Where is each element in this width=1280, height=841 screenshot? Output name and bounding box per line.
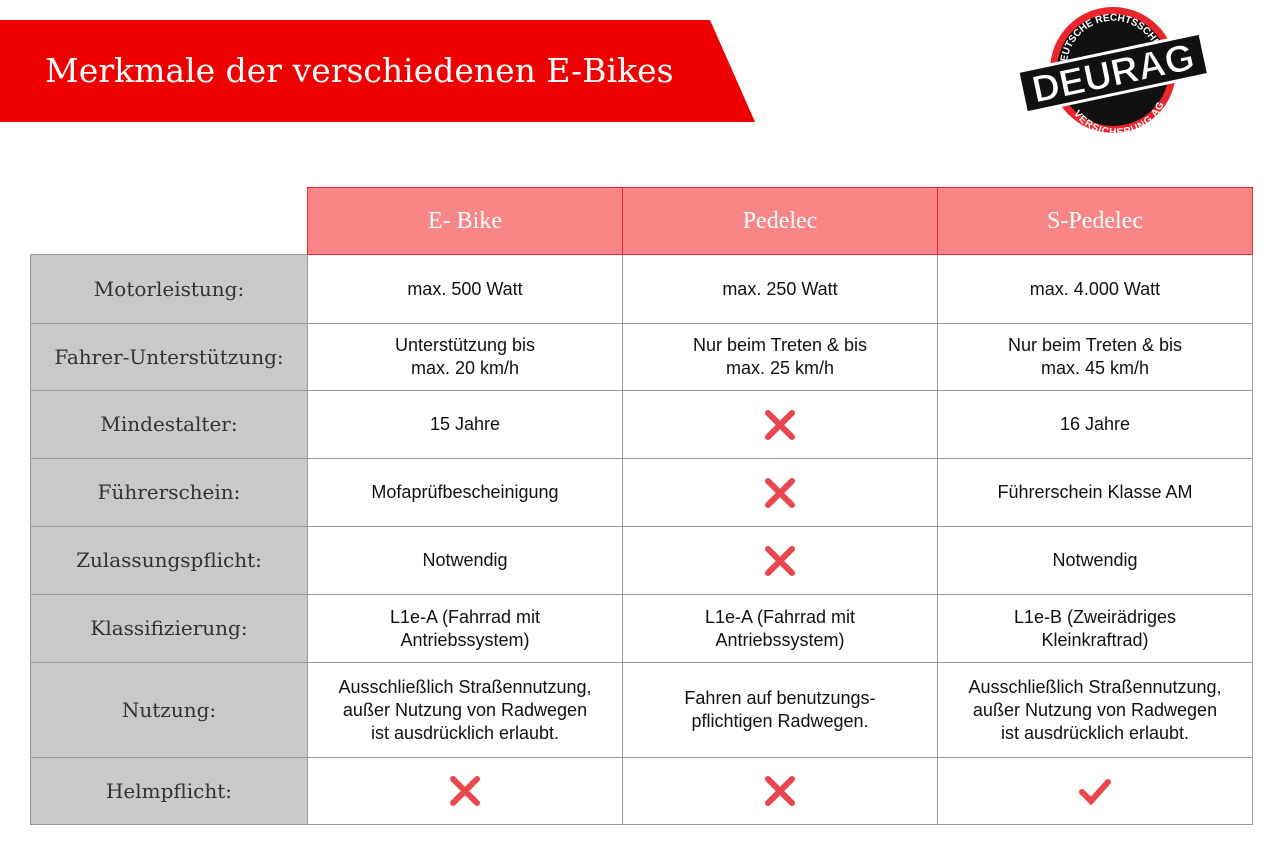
cell: max. 4.000 Watt	[937, 254, 1253, 324]
row-label: Führerschein:	[30, 458, 308, 527]
table-row: Mindestalter: 15 Jahre 16 Jahre	[30, 390, 1253, 459]
table-row: Nutzung: Ausschließlich Straßennutzung, a…	[30, 662, 1253, 758]
logo-band-rect	[1016, 31, 1211, 115]
cell: 15 Jahre	[307, 390, 623, 459]
comparison-table: E- Bike Pedelec S-Pedelec Motorleistung:…	[30, 187, 1253, 825]
table-row: Zulassungspflicht: Notwendig Notwendig	[30, 526, 1253, 595]
cross-icon	[765, 477, 795, 508]
cell: L1e-B (Zweirädriges Kleinkraftrad)	[937, 594, 1253, 663]
cell	[307, 757, 623, 825]
cell: Notwendig	[937, 526, 1253, 595]
row-label: Mindestalter:	[30, 390, 308, 459]
table-row: Führerschein: Mofaprüfbescheinigung Führer…	[30, 458, 1253, 527]
row-label: Nutzung:	[30, 662, 308, 758]
cell	[937, 757, 1253, 825]
table-row: Helmpflicht:	[30, 757, 1253, 825]
cell: Mofaprüfbescheinigung	[307, 458, 623, 527]
table-row: Motorleistung: max. 500 Watt max. 250 Watt…	[30, 254, 1253, 324]
cell: max. 250 Watt	[622, 254, 938, 324]
column-header: S-Pedelec	[937, 187, 1253, 255]
cell: Notwendig	[307, 526, 623, 595]
table-row: Klassifizierung: L1e-A (Fahrrad mit Antri…	[30, 594, 1253, 663]
cross-icon	[765, 545, 795, 576]
icon-stroke	[1079, 779, 1111, 806]
cell: L1e-A (Fahrrad mit Antriebssystem)	[622, 594, 938, 663]
cell: max. 500 Watt	[307, 254, 623, 324]
cell: Unterstützung bis max. 20 km/h	[307, 323, 623, 391]
cell: 16 Jahre	[937, 390, 1253, 459]
row-label: Fahrer-Unterstützung:	[30, 323, 308, 391]
icon-stroke	[450, 776, 480, 806]
cell: L1e-A (Fahrrad mit Antriebssystem)	[307, 594, 623, 663]
table-row: Fahrer-Unterstützung: Unterstützung bis m…	[30, 323, 1253, 391]
cross-icon	[765, 409, 795, 440]
row-label: Zulassungspflicht:	[30, 526, 308, 595]
cell	[622, 757, 938, 825]
icon-stroke	[765, 545, 795, 576]
cross-icon	[450, 776, 480, 806]
cell: Nur beim Treten & bis max. 45 km/h	[937, 323, 1253, 391]
cell: Führerschein Klasse AM	[937, 458, 1253, 527]
cell: Nur beim Treten & bis max. 25 km/h	[622, 323, 938, 391]
column-header: E- Bike	[307, 187, 623, 255]
cell: Ausschließlich Straßennutzung, außer Nut…	[307, 662, 623, 758]
cross-icon	[765, 776, 795, 806]
cell: Fahren auf benutzungs- pflichtigen Radwe…	[622, 662, 938, 758]
check-icon	[1079, 779, 1111, 806]
icon-stroke	[765, 409, 795, 440]
icon-stroke	[765, 477, 795, 508]
row-label: Motorleistung:	[30, 254, 308, 324]
corner	[31, 188, 308, 255]
cell	[622, 390, 938, 459]
cell	[622, 458, 938, 527]
header-row: E- Bike Pedelec S-Pedelec	[31, 187, 1253, 255]
column-header: Pedelec	[622, 187, 938, 255]
row-label: Klassifizierung:	[30, 594, 308, 663]
row-label: Helmpflicht:	[30, 757, 308, 825]
title-bar: Merkmale der verschiedenen E-Bikes	[0, 20, 755, 122]
logo: DEUTSCHE RECHTSSCHUTZ VERSICHERUNG AG DE…	[1016, 7, 1211, 139]
cell	[622, 526, 938, 595]
icon-stroke	[765, 776, 795, 806]
title-banner	[0, 20, 755, 122]
cell: Ausschließlich Straßennutzung, außer Nut…	[937, 662, 1253, 758]
title: Merkmale der verschiedenen E-Bikes	[45, 51, 674, 90]
